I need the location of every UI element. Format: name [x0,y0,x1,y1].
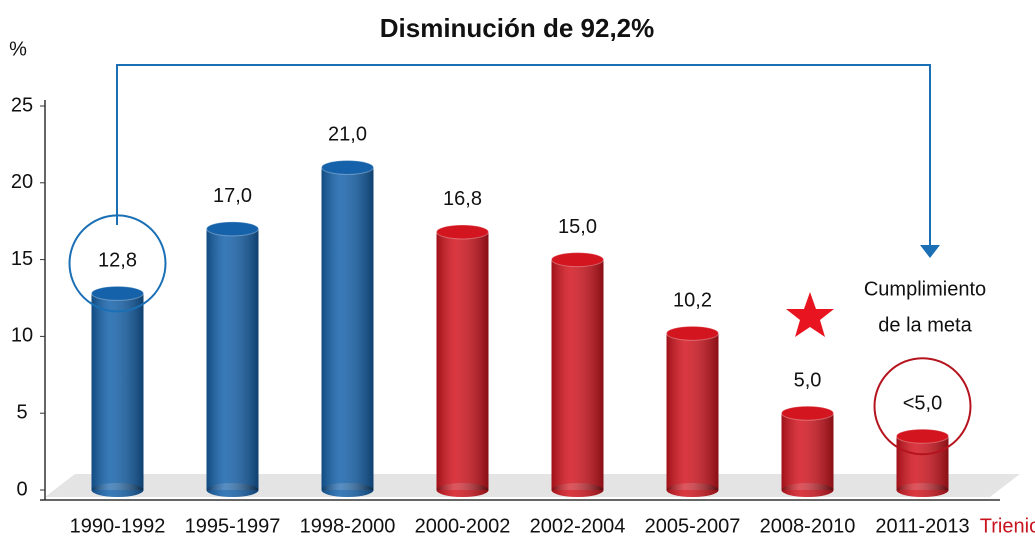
highlight-circle [68,214,167,313]
x-axis-label: Trienio [980,515,1035,537]
x-tick-label: 2011-2013 [875,515,969,537]
arrow-head [920,245,940,258]
bar-cap [91,285,144,301]
star [786,292,834,337]
bar-cap [896,428,949,444]
y-tick-label: 10 [11,325,33,347]
y-axis-label: % [9,38,27,60]
bar-shade [91,293,144,490]
bar-shade [666,333,719,490]
x-tick-label: 2002-2004 [530,515,626,537]
x-tick-label: 2000-2002 [415,515,511,537]
value-label: 21,0 [328,124,367,146]
floor [45,474,1020,497]
x-tick-label: 1995-1997 [185,515,281,537]
bar-cap [321,159,374,175]
annotation: de la meta [878,314,972,336]
value-label: <5,0 [903,393,942,415]
value-label: 16,8 [443,188,482,210]
highlight-circle [873,357,972,456]
bracket [116,64,931,245]
y-tick-label: 15 [11,248,33,270]
y-tick-label: 25 [11,94,33,116]
value-label: 15,0 [558,216,597,238]
y-tick-label: 5 [16,401,27,423]
x-tick-label: 2008-2010 [760,515,856,537]
value-label: 10,2 [673,290,712,312]
x-tick-label: 1998-2000 [300,515,396,537]
bar-shade [896,436,949,490]
bar-shade [781,413,834,490]
y-tick-label: 0 [16,478,27,500]
bar-cap [666,325,719,341]
bar-shade [436,231,489,490]
bar-cap [551,252,604,268]
annotation: Cumplimiento [864,278,986,300]
x-tick-label: 1990-1992 [70,515,166,537]
x-tick-label: 2005-2007 [645,515,741,537]
bar-cap [436,224,489,240]
bar-shade [551,259,604,490]
bar-cap [206,221,259,237]
value-label: 5,0 [794,369,822,391]
bar-shade [321,167,374,490]
value-label: 17,0 [213,185,252,207]
bar-shade [206,228,259,490]
bar-cap [781,405,834,421]
chart-title: Disminución de 92,2% [380,13,655,43]
y-tick-label: 20 [11,171,33,193]
value-label: 12,8 [98,250,137,272]
